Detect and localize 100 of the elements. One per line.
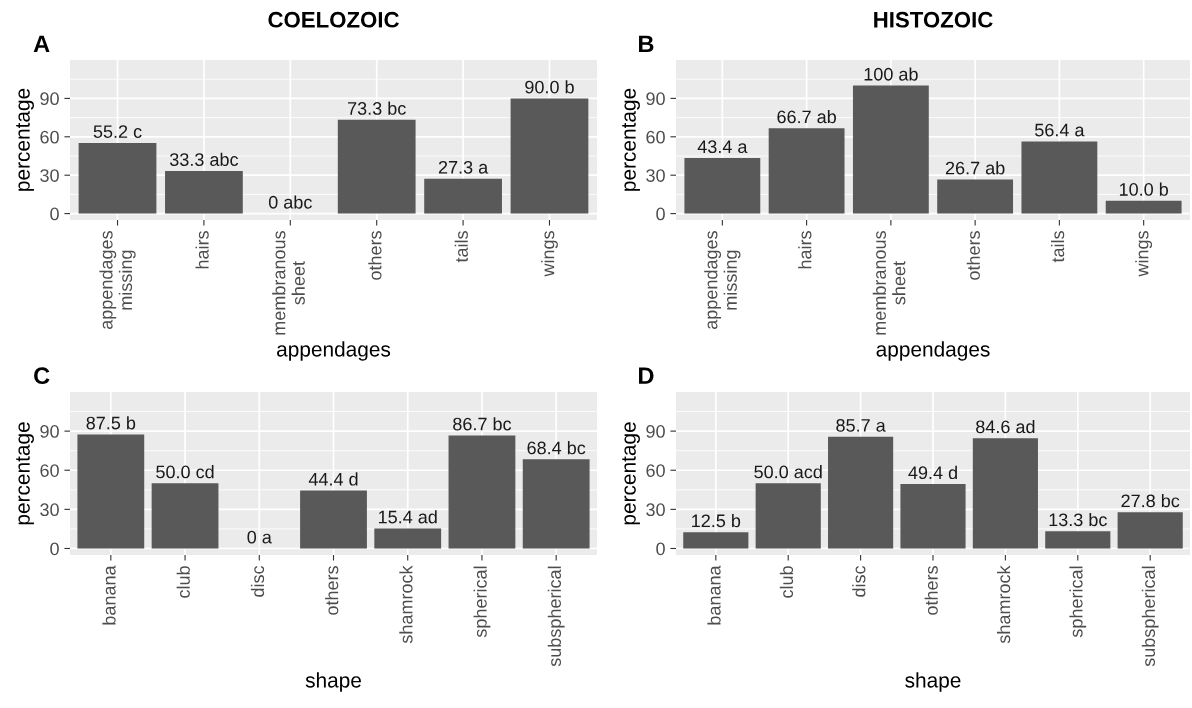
x-axis-title: appendages — [876, 341, 990, 361]
chart-title: COELOZOIC — [268, 11, 399, 28]
y-tick-label: 0 — [50, 207, 59, 221]
x-tick-label: spherical — [473, 566, 491, 638]
x-axis-title: shape — [905, 672, 961, 692]
chart-title: HISTOZOIC — [874, 11, 993, 28]
data-label: 12.5 b — [692, 513, 741, 528]
bar — [165, 170, 243, 214]
text: B — [639, 35, 654, 52]
data-label: 33.3 abc — [169, 152, 239, 167]
x-tick-label: shamrock — [399, 565, 413, 644]
data-label: 44.4 d — [308, 472, 358, 486]
bar — [683, 532, 749, 549]
data-label: 73.3 bc — [348, 101, 406, 115]
x-tick-label: disc — [852, 565, 866, 597]
bar — [1117, 512, 1183, 549]
data-label: 0 abc — [268, 195, 312, 209]
bar — [337, 119, 416, 214]
bar — [972, 438, 1038, 549]
data-label: 50.0 acd — [754, 465, 822, 479]
x-tick-label: others — [966, 231, 980, 280]
data-label: 10.0 b — [1119, 182, 1168, 196]
data-label: 50.0 cd — [156, 465, 214, 479]
x-tick-label: membranous sheet — [872, 231, 906, 335]
x-tick-label: disc — [250, 565, 265, 597]
bar — [522, 459, 590, 549]
y-tick-label: 90 — [40, 425, 59, 438]
bar — [937, 179, 1014, 214]
bar — [852, 85, 929, 214]
x-tick-label: wings — [1135, 231, 1153, 277]
x-tick-label: hairs — [195, 231, 209, 269]
data-label: 90.0 b — [525, 80, 574, 94]
x-tick-label: hairs — [798, 231, 812, 269]
bar — [900, 484, 966, 549]
bar — [151, 483, 219, 549]
y-tick-label: 60 — [646, 130, 665, 144]
x-axis-title: appendages — [277, 341, 391, 361]
text: C — [34, 367, 50, 385]
bar — [374, 528, 442, 549]
bar — [300, 490, 367, 549]
y-tick-label: 0 — [656, 207, 665, 221]
bar — [448, 435, 516, 549]
y-axis-title: percentage — [16, 88, 34, 191]
bar — [510, 98, 589, 214]
data-label: 49.4 d — [908, 465, 957, 480]
x-tick-label: banana — [102, 565, 116, 625]
data-label: 27.8 bc — [1121, 494, 1180, 508]
y-tick-label: 90 — [646, 425, 665, 438]
y-tick-label: 60 — [40, 130, 59, 144]
x-tick-label: others — [325, 566, 339, 615]
data-label: 27.3 a — [438, 160, 489, 174]
data-label: 86.7 bc — [453, 417, 512, 431]
y-tick-label: 30 — [646, 169, 665, 182]
data-label: 26.7 ab — [945, 161, 1005, 175]
bar — [1105, 200, 1182, 214]
text: D — [639, 367, 654, 384]
x-axis-title: shape — [305, 672, 361, 692]
data-label: 66.7 ab — [777, 110, 836, 124]
y-tick-label: 30 — [40, 503, 59, 517]
y-tick-label: 0 — [50, 542, 59, 556]
x-tick-label: banana — [707, 565, 721, 625]
bar — [1045, 531, 1111, 549]
data-label: 55.2 c — [93, 125, 142, 138]
y-tick-label: 0 — [656, 542, 665, 556]
y-tick-label: 60 — [40, 464, 59, 477]
data-label: 13.3 bc — [1049, 512, 1107, 527]
y-tick-label: 60 — [646, 464, 665, 477]
y-tick-label: 30 — [40, 169, 59, 182]
bar — [828, 436, 894, 549]
data-label: 100 ab — [864, 67, 918, 81]
y-axis-title: percentage — [622, 422, 640, 525]
x-tick-label: club — [779, 566, 794, 598]
data-label: 0 a — [247, 530, 272, 544]
bar — [755, 483, 821, 549]
x-tick-label: tails — [1050, 231, 1065, 263]
x-tick-label: wings — [541, 231, 558, 277]
bar — [424, 178, 502, 214]
text: A — [33, 35, 50, 52]
data-label: 85.7 a — [836, 418, 886, 432]
bar — [1021, 141, 1098, 214]
bar — [684, 158, 761, 214]
y-tick-label: 30 — [646, 503, 665, 517]
x-tick-label: tails — [454, 231, 468, 263]
data-label: 87.5 b — [86, 416, 136, 430]
data-label: 43.4 a — [697, 140, 748, 154]
bar — [768, 128, 845, 214]
x-tick-label: spherical — [1069, 566, 1087, 638]
x-tick-label: shamrock — [996, 565, 1011, 644]
x-tick-label: appendages missing — [99, 231, 136, 330]
data-label: 68.4 bc — [527, 441, 586, 455]
x-tick-label: subspherical — [1141, 566, 1159, 667]
y-tick-label: 90 — [646, 92, 665, 106]
x-tick-label: membranous sheet — [272, 231, 305, 335]
x-tick-label: subspherical — [547, 566, 565, 667]
bar — [78, 142, 157, 214]
y-axis-title: percentage — [622, 88, 640, 191]
data-label: 84.6 ad — [976, 419, 1035, 434]
y-axis-title: percentage — [16, 422, 34, 525]
x-tick-label: others — [924, 566, 938, 615]
data-label: 56.4 a — [1035, 123, 1085, 137]
